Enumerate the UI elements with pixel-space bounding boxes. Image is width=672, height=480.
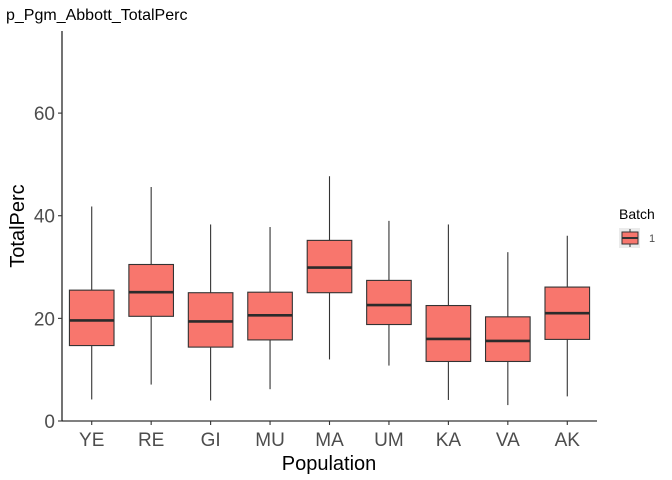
- x-tick-label: VA: [496, 430, 520, 451]
- box-mu: [247, 227, 293, 390]
- y-tick-label: 60: [34, 104, 55, 125]
- x-tick-label: UM: [374, 430, 404, 451]
- x-tick-label: KA: [436, 430, 462, 451]
- legend-title: Batch: [619, 206, 655, 222]
- chart-title: p_Pgm_Abbott_TotalPerc: [6, 7, 187, 24]
- y-tick-label: 20: [34, 309, 55, 330]
- box-ka: [425, 224, 472, 400]
- x-tick-label: MU: [255, 430, 285, 451]
- box-body: [425, 304, 472, 363]
- x-tick-label: MA: [315, 430, 344, 451]
- y-tick-label: 0: [44, 412, 55, 433]
- legend-label: 1: [649, 233, 655, 245]
- box-ak: [544, 235, 591, 397]
- box-re: [128, 187, 175, 385]
- x-axis-ticks: YE RE GI MU MA UM KA VA AK: [79, 421, 580, 451]
- box-body: [366, 279, 412, 326]
- x-tick-label: AK: [555, 430, 581, 451]
- box-va: [484, 252, 531, 406]
- x-tick-label: RE: [138, 430, 164, 451]
- y-tick-label: 40: [34, 207, 55, 228]
- box-ma: [306, 176, 353, 360]
- box-body: [128, 263, 175, 317]
- box-gi: [187, 224, 234, 401]
- box-um: [366, 220, 412, 366]
- box-body: [68, 289, 115, 347]
- box-ye: [68, 206, 115, 400]
- x-axis-title: Population: [282, 453, 377, 475]
- y-axis-ticks: 0 20 40 60: [34, 104, 62, 433]
- x-tick-label: GI: [201, 430, 221, 451]
- box-body: [187, 292, 234, 348]
- legend: Batch 1: [619, 206, 655, 248]
- plot-area: [68, 176, 591, 406]
- x-tick-label: YE: [79, 430, 104, 451]
- y-axis-title: TotalPerc: [7, 184, 29, 267]
- box-body: [484, 316, 531, 363]
